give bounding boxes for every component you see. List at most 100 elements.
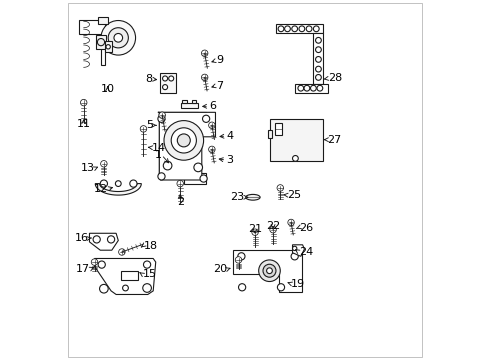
Text: 12: 12 <box>94 184 107 194</box>
Circle shape <box>316 75 321 80</box>
Text: 23: 23 <box>230 192 245 202</box>
Circle shape <box>140 126 147 132</box>
Bar <box>96 35 106 49</box>
Circle shape <box>277 284 285 291</box>
Circle shape <box>201 74 208 81</box>
Circle shape <box>108 28 128 48</box>
Polygon shape <box>295 84 328 93</box>
Circle shape <box>238 253 245 260</box>
Circle shape <box>202 115 210 122</box>
Circle shape <box>116 181 121 186</box>
Circle shape <box>316 66 321 72</box>
Circle shape <box>144 261 151 268</box>
Text: 25: 25 <box>288 190 302 200</box>
Circle shape <box>119 249 125 255</box>
Bar <box>121 271 138 280</box>
Text: 18: 18 <box>144 240 158 251</box>
Text: 6: 6 <box>209 101 216 111</box>
Polygon shape <box>159 112 206 184</box>
Text: 8: 8 <box>145 74 152 84</box>
Circle shape <box>200 175 207 182</box>
Polygon shape <box>314 33 323 84</box>
Text: 19: 19 <box>291 279 305 289</box>
Text: 11: 11 <box>77 119 91 129</box>
Bar <box>160 73 175 93</box>
Circle shape <box>316 37 321 43</box>
Circle shape <box>209 122 215 129</box>
Circle shape <box>293 156 298 161</box>
Text: 27: 27 <box>327 135 342 145</box>
Circle shape <box>93 236 100 243</box>
Text: 3: 3 <box>226 155 233 165</box>
Text: 24: 24 <box>299 247 313 257</box>
Text: 5: 5 <box>146 120 153 130</box>
Bar <box>98 17 108 24</box>
Polygon shape <box>79 20 104 65</box>
Circle shape <box>100 180 107 187</box>
Bar <box>274 123 282 135</box>
Text: 2: 2 <box>176 197 184 207</box>
Text: 21: 21 <box>248 224 262 234</box>
Polygon shape <box>293 245 304 256</box>
Polygon shape <box>275 24 323 33</box>
Circle shape <box>130 180 137 187</box>
Circle shape <box>252 229 258 235</box>
Circle shape <box>98 261 105 268</box>
Bar <box>181 103 198 108</box>
Circle shape <box>270 226 276 233</box>
Circle shape <box>100 161 107 167</box>
Text: 4: 4 <box>226 131 233 141</box>
Circle shape <box>278 26 284 32</box>
Circle shape <box>239 284 245 291</box>
Polygon shape <box>90 233 118 250</box>
Circle shape <box>263 264 276 277</box>
Circle shape <box>293 246 297 251</box>
Circle shape <box>299 26 305 32</box>
Circle shape <box>101 21 136 55</box>
Circle shape <box>114 33 122 42</box>
Polygon shape <box>95 184 141 195</box>
Circle shape <box>314 26 319 32</box>
Text: 14: 14 <box>151 143 166 153</box>
Text: 15: 15 <box>143 269 156 279</box>
Circle shape <box>298 85 304 91</box>
Text: 26: 26 <box>299 222 313 233</box>
Circle shape <box>106 45 110 49</box>
Circle shape <box>177 180 183 187</box>
Text: 9: 9 <box>216 55 223 66</box>
Circle shape <box>304 85 310 91</box>
Circle shape <box>177 134 190 147</box>
Circle shape <box>285 26 291 32</box>
Text: 1: 1 <box>154 150 162 160</box>
Bar <box>269 130 272 138</box>
Circle shape <box>277 185 284 191</box>
Circle shape <box>163 85 168 90</box>
Circle shape <box>122 285 128 291</box>
Circle shape <box>107 236 115 243</box>
Text: 13: 13 <box>80 163 95 174</box>
Circle shape <box>311 85 316 91</box>
Circle shape <box>164 121 204 160</box>
Circle shape <box>194 163 202 172</box>
Polygon shape <box>95 258 156 294</box>
Bar <box>270 119 323 161</box>
Circle shape <box>288 219 294 226</box>
Circle shape <box>169 76 174 81</box>
Text: 10: 10 <box>100 84 115 94</box>
Circle shape <box>158 173 165 180</box>
Circle shape <box>171 128 196 153</box>
Circle shape <box>91 259 98 265</box>
Bar <box>182 100 187 103</box>
Text: 16: 16 <box>74 233 88 243</box>
Circle shape <box>158 115 165 122</box>
Text: 28: 28 <box>328 73 342 84</box>
Circle shape <box>316 47 321 53</box>
Circle shape <box>163 76 168 81</box>
Polygon shape <box>158 112 216 180</box>
Bar <box>192 100 196 103</box>
Polygon shape <box>233 250 302 292</box>
Circle shape <box>306 26 312 32</box>
Circle shape <box>267 268 272 274</box>
Polygon shape <box>104 41 112 52</box>
Text: 20: 20 <box>213 264 227 274</box>
